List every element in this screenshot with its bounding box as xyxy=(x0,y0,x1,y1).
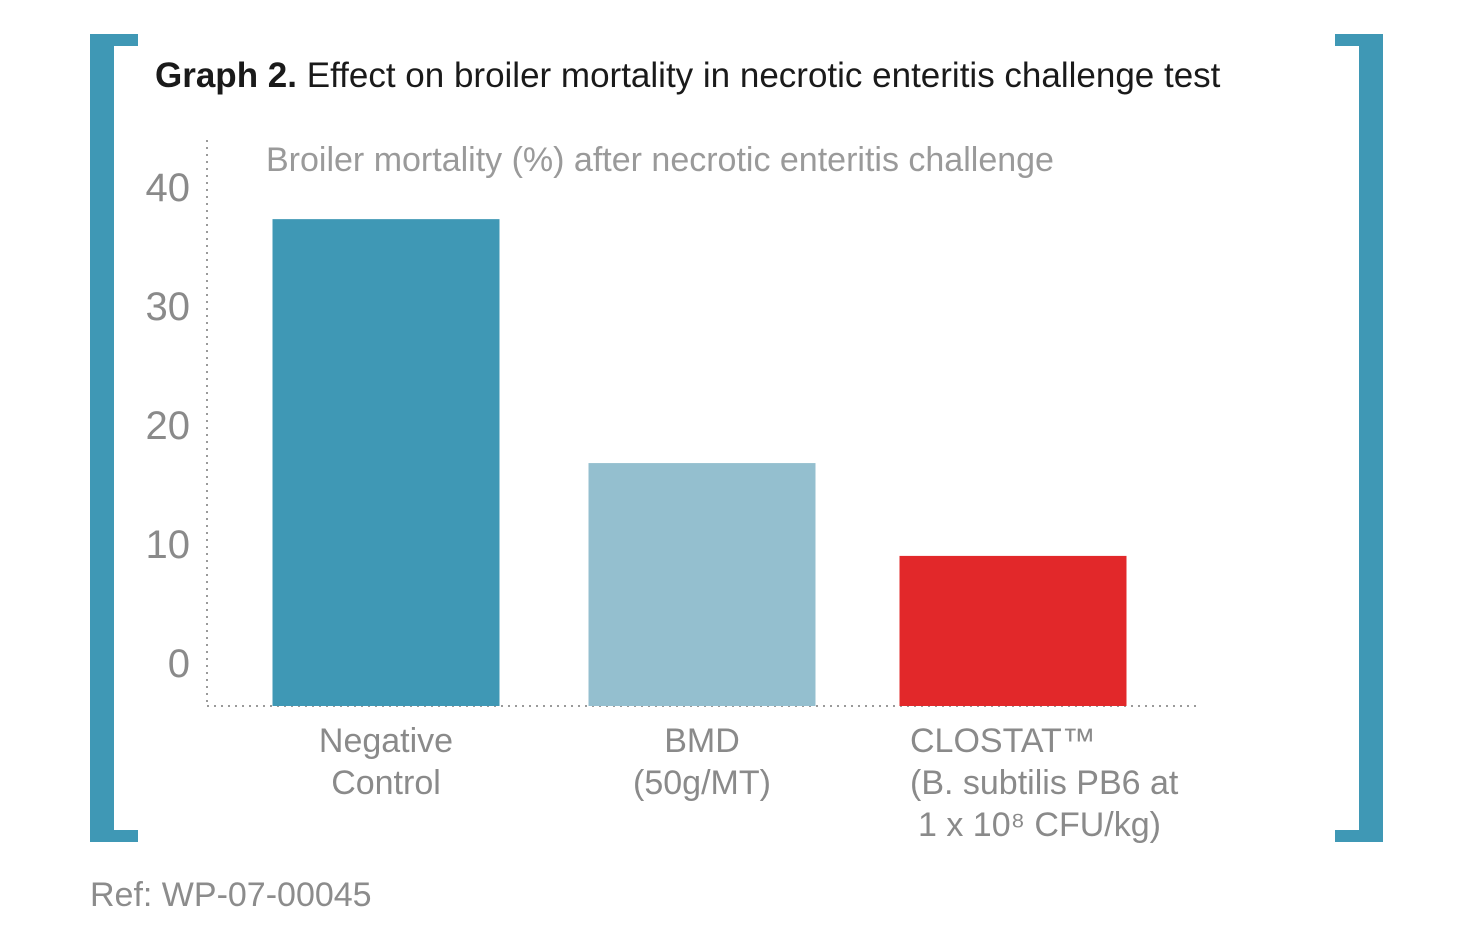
right-bracket-decoration xyxy=(1335,34,1383,842)
y-tick-label: 30 xyxy=(146,285,191,329)
x-category-label: 1 x 10⁸ CFU/kg) xyxy=(918,806,1161,844)
x-category-label: BMD xyxy=(664,722,740,760)
left-bracket-decoration xyxy=(90,34,138,842)
y-tick-label: 0 xyxy=(168,642,190,686)
bar xyxy=(272,219,500,706)
x-category-label: Control xyxy=(331,764,441,802)
y-tick-label: 20 xyxy=(146,404,191,448)
x-category-label: (50g/MT) xyxy=(633,764,771,802)
x-category-label: Negative xyxy=(319,722,453,760)
chart-title: Broiler mortality (%) after necrotic ent… xyxy=(266,141,1054,179)
y-tick-label: 40 xyxy=(146,166,191,210)
x-category-label: CLOSTAT™ xyxy=(910,722,1096,760)
bar xyxy=(588,463,816,706)
y-tick-label: 10 xyxy=(146,523,191,567)
bar xyxy=(899,555,1127,706)
graph-title: Graph 2. Effect on broiler mortality in … xyxy=(155,56,1220,96)
graph-title-prefix: Graph 2. xyxy=(155,56,297,95)
reference-note: Ref: WP-07-00045 xyxy=(90,876,372,914)
graph-title-text: Effect on broiler mortality in necrotic … xyxy=(306,56,1221,95)
x-category-label: (B. subtilis PB6 at xyxy=(910,764,1179,802)
